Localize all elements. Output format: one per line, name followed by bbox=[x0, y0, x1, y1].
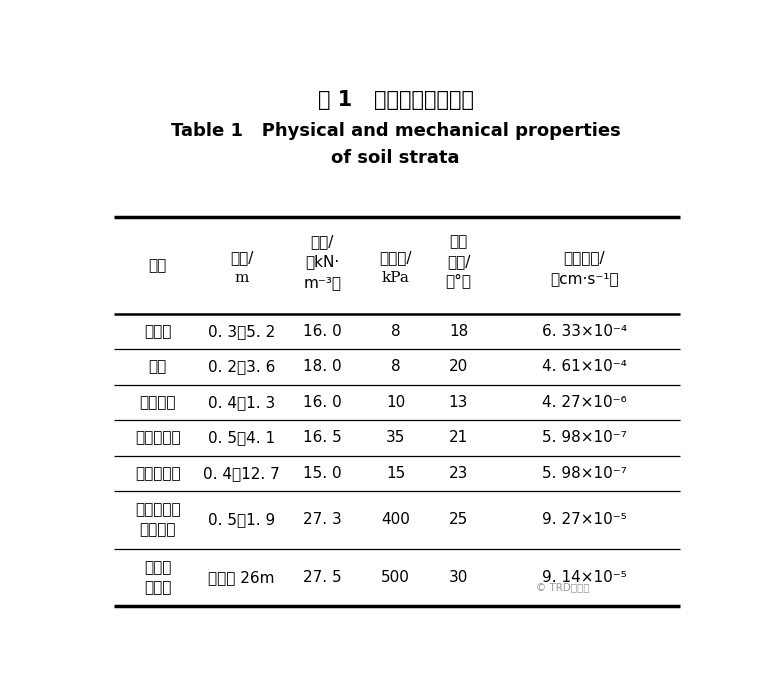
Text: 25: 25 bbox=[449, 513, 468, 527]
Text: 4. 61×10⁻⁴: 4. 61×10⁻⁴ bbox=[542, 359, 627, 374]
Text: 0. 4～1. 3: 0. 4～1. 3 bbox=[208, 395, 275, 410]
Text: 8: 8 bbox=[391, 359, 401, 374]
Text: 5. 98×10⁻⁷: 5. 98×10⁻⁷ bbox=[542, 431, 627, 445]
Text: 埋深约 26m: 埋深约 26m bbox=[208, 570, 275, 585]
Text: 厚度/: 厚度/ bbox=[230, 250, 253, 265]
Text: 5. 98×10⁻⁷: 5. 98×10⁻⁷ bbox=[542, 466, 627, 481]
Text: 中风化含泥
质白云岩: 中风化含泥 质白云岩 bbox=[135, 502, 181, 537]
Text: 9. 27×10⁻⁵: 9. 27×10⁻⁵ bbox=[542, 513, 627, 527]
Text: （kN·: （kN· bbox=[305, 254, 340, 268]
Text: 可塑红黏土: 可塑红黏土 bbox=[135, 431, 181, 445]
Text: 淤泥质土: 淤泥质土 bbox=[140, 395, 176, 410]
Text: 18. 0: 18. 0 bbox=[303, 359, 342, 374]
Text: 表 1   土的物理力学参数: 表 1 土的物理力学参数 bbox=[317, 89, 474, 110]
Text: 0. 5～1. 9: 0. 5～1. 9 bbox=[208, 513, 275, 527]
Text: 20: 20 bbox=[449, 359, 468, 374]
Text: 粉砂: 粉砂 bbox=[149, 359, 167, 374]
Text: 16. 0: 16. 0 bbox=[303, 324, 342, 339]
Text: m⁻³）: m⁻³） bbox=[303, 275, 341, 290]
Text: 0. 5～4. 1: 0. 5～4. 1 bbox=[208, 431, 275, 445]
Text: 6. 33×10⁻⁴: 6. 33×10⁻⁴ bbox=[541, 324, 627, 339]
Text: 黏聚力/: 黏聚力/ bbox=[379, 250, 412, 265]
Text: 23: 23 bbox=[449, 466, 468, 481]
Text: Table 1   Physical and mechanical properties: Table 1 Physical and mechanical properti… bbox=[171, 122, 621, 140]
Text: 21: 21 bbox=[449, 431, 468, 445]
Text: 软塑红黏土: 软塑红黏土 bbox=[135, 466, 181, 481]
Text: 15: 15 bbox=[386, 466, 405, 481]
Text: 15. 0: 15. 0 bbox=[303, 466, 342, 481]
Text: 擦角/: 擦角/ bbox=[447, 254, 470, 268]
Text: 16. 0: 16. 0 bbox=[303, 395, 342, 410]
Text: m: m bbox=[235, 271, 249, 285]
Text: © TRD工法网: © TRD工法网 bbox=[537, 582, 590, 592]
Text: 16. 5: 16. 5 bbox=[303, 431, 342, 445]
Text: 8: 8 bbox=[391, 324, 401, 339]
Text: of soil strata: of soil strata bbox=[331, 149, 460, 167]
Text: 30: 30 bbox=[449, 570, 468, 585]
Text: 18: 18 bbox=[449, 324, 468, 339]
Text: 9. 14×10⁻⁵: 9. 14×10⁻⁵ bbox=[542, 570, 627, 585]
Text: 27. 5: 27. 5 bbox=[303, 570, 342, 585]
Text: （°）: （°） bbox=[445, 273, 472, 289]
Text: 重度/: 重度/ bbox=[310, 235, 334, 250]
Text: 杂填土: 杂填土 bbox=[144, 324, 171, 339]
Text: 0. 4～12. 7: 0. 4～12. 7 bbox=[203, 466, 280, 481]
Text: 中风化
白云岩: 中风化 白云岩 bbox=[144, 560, 171, 595]
Text: 27. 3: 27. 3 bbox=[303, 513, 342, 527]
Text: 0. 2～3. 6: 0. 2～3. 6 bbox=[208, 359, 276, 374]
Text: 500: 500 bbox=[381, 570, 410, 585]
Text: 岩土: 岩土 bbox=[149, 258, 167, 273]
Text: 10: 10 bbox=[386, 395, 405, 410]
Text: （cm·s⁻¹）: （cm·s⁻¹） bbox=[550, 271, 618, 286]
Text: 35: 35 bbox=[386, 431, 405, 445]
Text: 0. 3～5. 2: 0. 3～5. 2 bbox=[208, 324, 275, 339]
Text: 4. 27×10⁻⁶: 4. 27×10⁻⁶ bbox=[542, 395, 626, 410]
Text: 400: 400 bbox=[381, 513, 410, 527]
Text: 内摩: 内摩 bbox=[449, 235, 468, 250]
Text: 渗透系数/: 渗透系数/ bbox=[564, 250, 605, 265]
Text: 13: 13 bbox=[449, 395, 468, 410]
Text: kPa: kPa bbox=[381, 271, 410, 285]
